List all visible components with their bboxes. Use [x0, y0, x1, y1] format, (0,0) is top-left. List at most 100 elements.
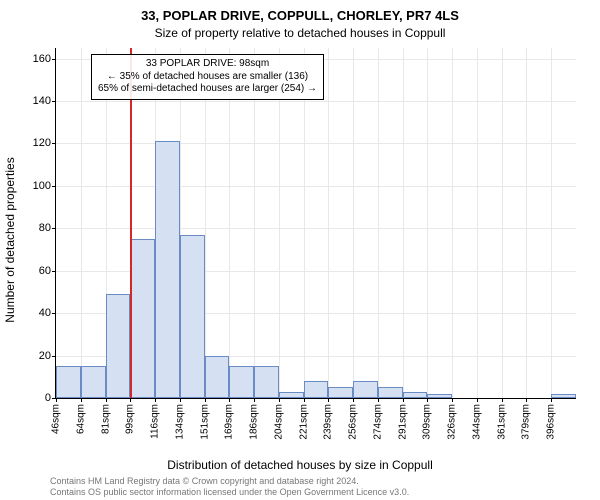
gridline-h: [56, 143, 576, 144]
xtick-label: 221sqm: [298, 404, 309, 440]
histogram-bar: [229, 366, 254, 398]
ytick-label: 160: [33, 53, 51, 65]
annotation-line-3: 65% of semi-detached houses are larger (…: [98, 83, 317, 96]
xtick-mark: [452, 398, 453, 402]
xtick-mark: [551, 398, 552, 402]
ytick-mark: [52, 101, 56, 102]
ytick-label: 0: [45, 392, 51, 404]
gridline-h: [56, 228, 576, 229]
histogram-bar: [155, 141, 180, 398]
gridline-h: [56, 101, 576, 102]
chart-title-sub: Size of property relative to detached ho…: [0, 26, 600, 40]
annotation-line-1: 33 POPLAR DRIVE: 98sqm: [98, 58, 317, 71]
ytick-mark: [52, 143, 56, 144]
xtick-mark: [229, 398, 230, 402]
annotation-line-2: ← 35% of detached houses are smaller (13…: [98, 71, 317, 84]
ytick-label: 120: [33, 137, 51, 149]
ytick-mark: [52, 186, 56, 187]
histogram-bar: [56, 366, 81, 398]
gridline-h: [56, 186, 576, 187]
xtick-mark: [502, 398, 503, 402]
ytick-label: 60: [39, 265, 51, 277]
ytick-mark: [52, 59, 56, 60]
histogram-bar: [551, 394, 576, 398]
xtick-mark: [403, 398, 404, 402]
gridline-v: [502, 48, 503, 398]
histogram-bar: [254, 366, 279, 398]
xtick-label: 309sqm: [422, 404, 433, 440]
xtick-label: 291sqm: [397, 404, 408, 440]
gridline-v: [279, 48, 280, 398]
subject-marker-line: [130, 48, 132, 398]
xtick-label: 186sqm: [249, 404, 260, 440]
xtick-mark: [155, 398, 156, 402]
xtick-label: 64sqm: [75, 404, 86, 434]
histogram-bar: [403, 392, 428, 398]
gridline-v: [403, 48, 404, 398]
xtick-label: 256sqm: [348, 404, 359, 440]
ytick-label: 40: [39, 307, 51, 319]
gridline-v: [427, 48, 428, 398]
xtick-mark: [180, 398, 181, 402]
xtick-mark: [81, 398, 82, 402]
histogram-bar: [328, 387, 353, 398]
histogram-bar: [378, 387, 403, 398]
histogram-bar: [180, 235, 205, 398]
gridline-v: [205, 48, 206, 398]
gridline-v: [452, 48, 453, 398]
xtick-mark: [205, 398, 206, 402]
xtick-label: 99sqm: [125, 404, 136, 434]
xtick-label: 81sqm: [100, 404, 111, 434]
gridline-v: [526, 48, 527, 398]
histogram-bar: [427, 394, 452, 398]
gridline-v: [551, 48, 552, 398]
xtick-mark: [353, 398, 354, 402]
footer-line-1: Contains HM Land Registry data © Crown c…: [50, 476, 409, 487]
ytick-label: 140: [33, 95, 51, 107]
footer-line-2: Contains OS public sector information li…: [50, 487, 409, 498]
plot-area: 02040608010012014016046sqm64sqm81sqm99sq…: [55, 48, 576, 399]
ytick-label: 20: [39, 350, 51, 362]
xtick-label: 326sqm: [447, 404, 458, 440]
chart-title-main: 33, POPLAR DRIVE, COPPULL, CHORLEY, PR7 …: [0, 8, 600, 23]
xtick-label: 134sqm: [174, 404, 185, 440]
gridline-v: [81, 48, 82, 398]
gridline-v: [304, 48, 305, 398]
gridline-v: [328, 48, 329, 398]
ytick-mark: [52, 313, 56, 314]
xtick-mark: [304, 398, 305, 402]
xtick-mark: [106, 398, 107, 402]
xtick-mark: [254, 398, 255, 402]
ytick-label: 100: [33, 180, 51, 192]
xtick-mark: [378, 398, 379, 402]
gridline-v: [378, 48, 379, 398]
y-axis-label: Number of detached properties: [3, 157, 17, 322]
gridline-v: [254, 48, 255, 398]
histogram-bar: [106, 294, 131, 398]
histogram-bar: [353, 381, 378, 398]
histogram-bar: [279, 392, 304, 398]
xtick-mark: [328, 398, 329, 402]
xtick-label: 239sqm: [323, 404, 334, 440]
xtick-mark: [526, 398, 527, 402]
histogram-bar: [304, 381, 329, 398]
gridline-v: [477, 48, 478, 398]
gridline-v: [229, 48, 230, 398]
xtick-label: 274sqm: [372, 404, 383, 440]
xtick-label: 344sqm: [471, 404, 482, 440]
xtick-mark: [427, 398, 428, 402]
xtick-label: 361sqm: [496, 404, 507, 440]
xtick-mark: [56, 398, 57, 402]
xtick-label: 116sqm: [150, 404, 161, 439]
xtick-mark: [477, 398, 478, 402]
histogram-bar: [130, 239, 155, 398]
annotation-box: 33 POPLAR DRIVE: 98sqm← 35% of detached …: [91, 54, 324, 100]
histogram-bar: [81, 366, 106, 398]
xtick-label: 169sqm: [224, 404, 235, 440]
xtick-label: 151sqm: [199, 404, 210, 440]
x-axis-label: Distribution of detached houses by size …: [0, 458, 600, 472]
ytick-label: 80: [39, 222, 51, 234]
ytick-mark: [52, 356, 56, 357]
xtick-label: 204sqm: [273, 404, 284, 440]
histogram-bar: [205, 356, 230, 398]
